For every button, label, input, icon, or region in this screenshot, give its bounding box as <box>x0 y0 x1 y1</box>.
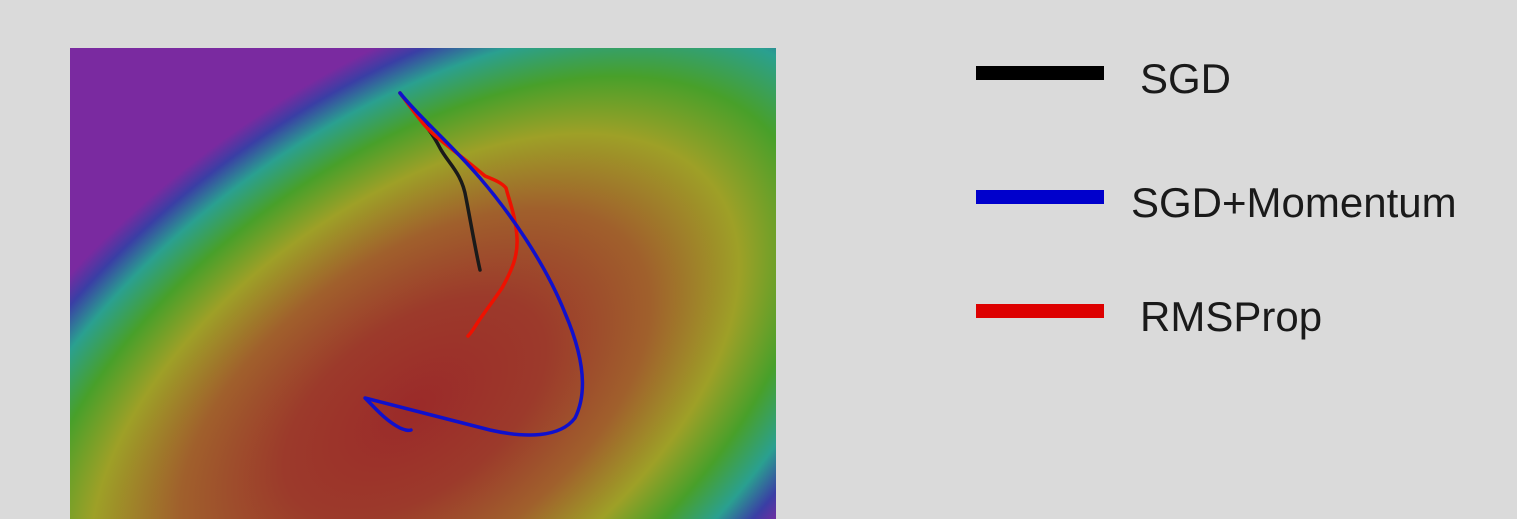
legend-swatch-sgd <box>976 66 1104 80</box>
legend: SGD SGD+Momentum RMSProp <box>976 0 1516 519</box>
loss-surface-background <box>70 48 776 519</box>
legend-item-sgd: SGD <box>976 46 1516 106</box>
legend-swatch-rmsprop <box>976 304 1104 318</box>
legend-swatch-sgd-momentum <box>976 190 1104 204</box>
rmsprop-path <box>398 91 519 338</box>
legend-label-sgd: SGD <box>1140 55 1232 102</box>
legend-item-sgd-momentum: SGD+Momentum <box>976 168 1516 228</box>
loss-surface-svg <box>70 48 776 519</box>
legend-item-rmsprop: RMSProp <box>976 282 1516 342</box>
legend-label-sgd-momentum: SGD+Momentum <box>1131 179 1457 226</box>
loss-surface-plot <box>70 48 776 519</box>
legend-label-rmsprop: RMSProp <box>1140 293 1323 340</box>
sgd-momentum-path <box>363 91 585 437</box>
